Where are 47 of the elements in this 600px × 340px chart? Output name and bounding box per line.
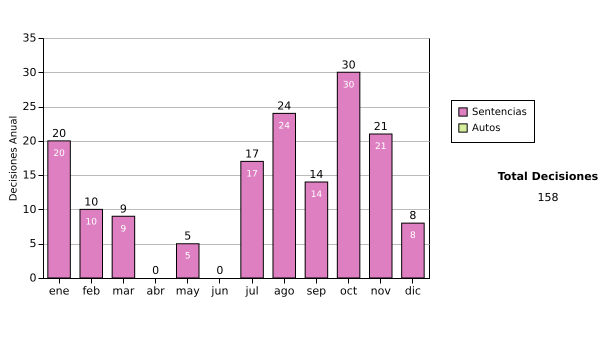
y-tick-label: 20	[22, 134, 36, 148]
x-tick-label: abr	[146, 284, 166, 298]
total-label: 0	[152, 264, 160, 277]
data-label: 17	[246, 169, 258, 180]
total-label: 10	[84, 195, 98, 208]
total-label: 14	[309, 168, 324, 181]
x-tick-label: nov	[370, 284, 392, 298]
y-tick-label: 25	[22, 100, 36, 114]
total-label: 24	[277, 99, 292, 112]
total-label: 9	[120, 202, 127, 216]
text: Total Decisiones	[496, 170, 600, 183]
x-tick-label: oct	[340, 284, 358, 298]
y-tick-label: 10	[22, 202, 36, 216]
legend-label: Sentencias	[472, 107, 527, 118]
total-label: 20	[52, 126, 66, 140]
x-tick-label: mar	[112, 284, 135, 298]
total-label: 17	[245, 147, 260, 160]
x-tick-label: jun	[210, 284, 228, 298]
x-tick-label: ene	[48, 284, 70, 298]
y-axis-title: Decisiones Anual	[8, 116, 20, 202]
y-tick-label: 5	[30, 237, 36, 250]
data-label: 10	[86, 217, 98, 228]
data-label: 9	[120, 224, 127, 234]
data-label: 30	[342, 80, 355, 90]
total-label: 0	[216, 264, 224, 277]
data-label: 14	[310, 190, 322, 200]
x-tick-label: feb	[82, 284, 100, 298]
x-tick-label: may	[176, 284, 200, 298]
data-label: 8	[410, 231, 416, 242]
data-label: 20	[53, 148, 66, 159]
y-tick-label: 0	[30, 272, 36, 284]
y-tick-label: 30	[22, 66, 36, 79]
data-label: 21	[375, 142, 386, 152]
text: 158	[536, 191, 560, 204]
data-label: 24	[278, 121, 290, 132]
data-label: 5	[184, 252, 191, 262]
x-tick-label: dic	[404, 284, 421, 298]
total-label: 21	[374, 120, 388, 133]
legend-label: Autos	[472, 123, 500, 134]
total-label: 30	[342, 58, 356, 72]
x-tick-label: ago	[274, 284, 295, 298]
y-tick-label: 15	[22, 168, 36, 182]
x-tick-label: jul	[244, 284, 259, 298]
x-tick-label: sep	[306, 284, 326, 298]
total-label: 8	[409, 209, 416, 222]
y-tick-label: 35	[22, 32, 36, 44]
total-label: 5	[184, 230, 192, 243]
